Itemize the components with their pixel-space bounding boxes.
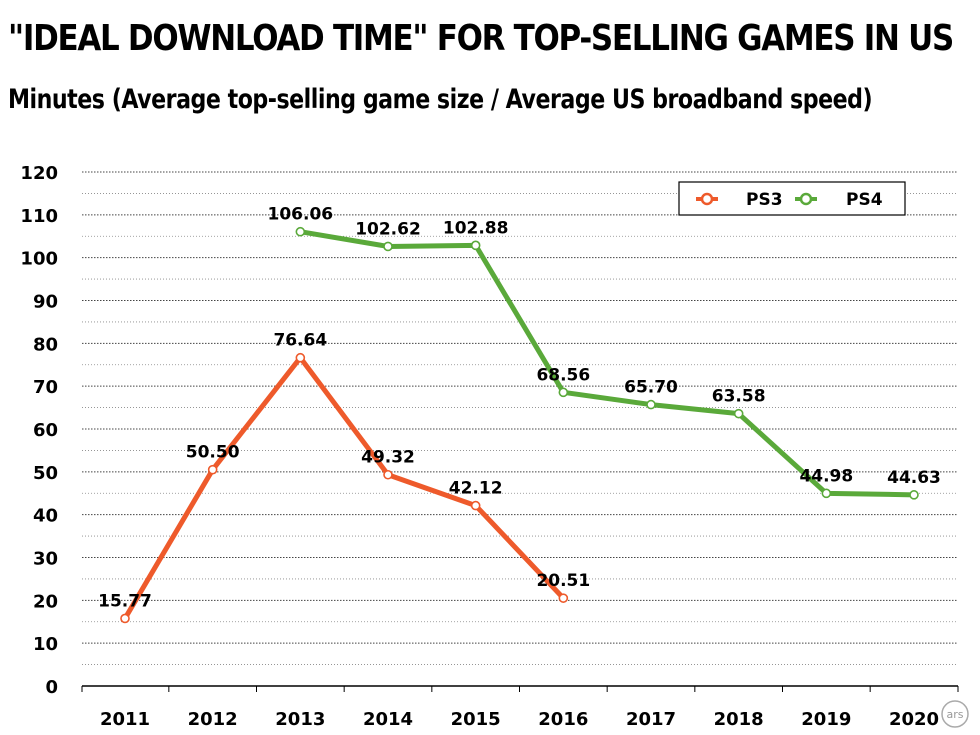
series-lines: [120, 226, 919, 624]
y-tick-label: 0: [45, 677, 58, 698]
data-label-ps3: 49.32: [361, 448, 415, 468]
grid-lines: [81, 171, 959, 692]
x-tick-label: 2018: [714, 709, 764, 730]
series-line-ps4: [297, 229, 917, 498]
legend-label-ps4: PS4: [846, 190, 883, 210]
x-axis-ticks: 2011 2012 2013 2014 2015 2016 2017 2018 2019 2020: [100, 709, 939, 730]
x-tick-label: 2017: [626, 709, 676, 730]
data-point-ps3: [207, 464, 218, 475]
y-tick-label: 120: [20, 163, 58, 184]
y-tick-label: 80: [33, 334, 58, 355]
data-point-ps4: [470, 240, 481, 251]
data-label-ps3: 20.51: [536, 571, 590, 591]
y-tick-label: 20: [33, 591, 58, 612]
data-label-ps4: 44.63: [887, 468, 941, 488]
x-tick-label: 2020: [889, 709, 939, 730]
data-point-ps3: [383, 469, 393, 480]
data-label-ps4: 106.06: [268, 205, 334, 225]
data-point-ps4: [383, 241, 393, 252]
data-label-ps4: 65.70: [624, 378, 678, 398]
y-tick-label: 60: [33, 420, 58, 441]
y-tick-label: 40: [33, 506, 58, 527]
y-tick-label: 30: [33, 549, 58, 570]
data-point-ps4: [646, 399, 656, 410]
data-label-ps3: 42.12: [449, 479, 503, 499]
data-point-ps4: [295, 226, 306, 237]
x-tick-label: 2014: [363, 709, 413, 730]
data-point-ps3: [120, 613, 130, 624]
ars-logo-circle: [941, 700, 969, 728]
chart-subtitle: Minutes (Average top-selling game size /…: [8, 84, 873, 115]
data-point-ps3: [558, 593, 569, 603]
legend-marker-ps3: [700, 192, 714, 206]
y-tick-label: 10: [33, 634, 58, 655]
data-point-ps4: [558, 387, 569, 398]
y-axis-ticks: 0 10 20 30 40 50 60 70 80 90 100 110 120: [20, 163, 58, 698]
y-tick-label: 100: [20, 249, 58, 270]
data-point-ps4: [733, 408, 744, 419]
data-label-ps4: 68.56: [536, 365, 590, 385]
y-tick-label: 70: [33, 377, 58, 398]
legend-marker-ps4: [799, 192, 813, 206]
x-tick-label: 2019: [801, 709, 851, 730]
x-tick-label: 2016: [538, 709, 588, 730]
x-tick-label: 2011: [100, 709, 150, 730]
data-labels: 15.77 50.50 76.64 49.32 42.12 20.51 106.06 102.…: [98, 205, 941, 612]
series-line-ps3: [122, 355, 566, 621]
data-label-ps3: 15.77: [98, 591, 152, 611]
chart-title: "IDEAL DOWNLOAD TIME" FOR TOP-SELLING GA…: [8, 18, 954, 59]
data-label-ps4: 102.88: [443, 218, 509, 238]
legend: PS3 PS4: [678, 181, 906, 216]
data-point-ps4: [909, 490, 919, 500]
ars-logo: ars: [941, 700, 969, 728]
ars-logo-text: ars: [947, 708, 964, 721]
data-label-ps4: 63.58: [712, 387, 766, 407]
data-label-ps3: 50.50: [186, 443, 240, 463]
x-tick-label: 2012: [188, 709, 238, 730]
data-point-ps3: [470, 500, 481, 511]
data-label-ps4: 44.98: [799, 466, 853, 486]
y-tick-label: 50: [33, 463, 58, 484]
y-tick-label: 110: [20, 206, 58, 227]
y-tick-label: 90: [33, 292, 58, 313]
legend-label-ps3: PS3: [746, 190, 783, 210]
data-label-ps3: 76.64: [273, 331, 327, 351]
x-tick-label: 2015: [451, 709, 501, 730]
data-label-ps4: 102.62: [355, 219, 421, 239]
data-point-ps4: [821, 488, 832, 499]
data-point-ps3: [295, 352, 306, 363]
x-tick-label: 2013: [275, 709, 325, 730]
